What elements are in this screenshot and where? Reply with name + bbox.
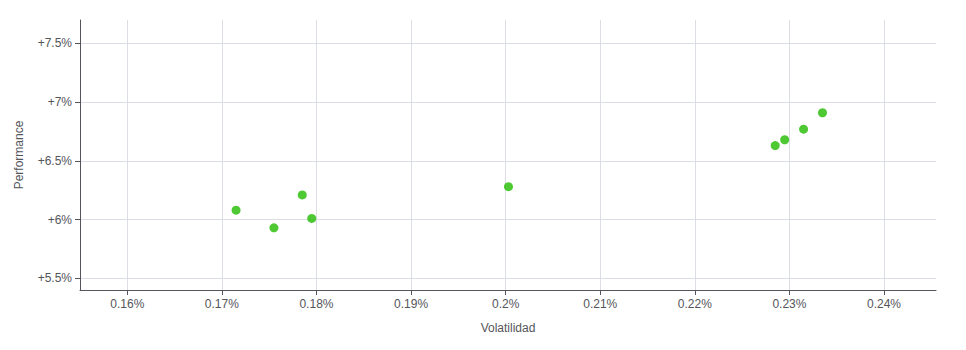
svg-text:0.2%: 0.2%	[492, 297, 520, 311]
svg-text:Performance: Performance	[12, 120, 26, 189]
svg-text:0.24%: 0.24%	[867, 297, 901, 311]
svg-text:+6%: +6%	[48, 213, 73, 227]
svg-text:0.21%: 0.21%	[583, 297, 617, 311]
svg-text:+5.5%: +5.5%	[38, 271, 73, 285]
svg-text:Volatilidad: Volatilidad	[481, 321, 536, 335]
svg-text:0.19%: 0.19%	[394, 297, 428, 311]
svg-text:0.17%: 0.17%	[205, 297, 239, 311]
svg-text:+7%: +7%	[48, 95, 73, 109]
svg-text:+7.5%: +7.5%	[38, 36, 73, 50]
svg-text:0.22%: 0.22%	[678, 297, 712, 311]
svg-text:0.23%: 0.23%	[772, 297, 806, 311]
svg-text:+6.5%: +6.5%	[38, 154, 73, 168]
svg-text:0.16%: 0.16%	[110, 297, 144, 311]
svg-text:0.18%: 0.18%	[299, 297, 333, 311]
